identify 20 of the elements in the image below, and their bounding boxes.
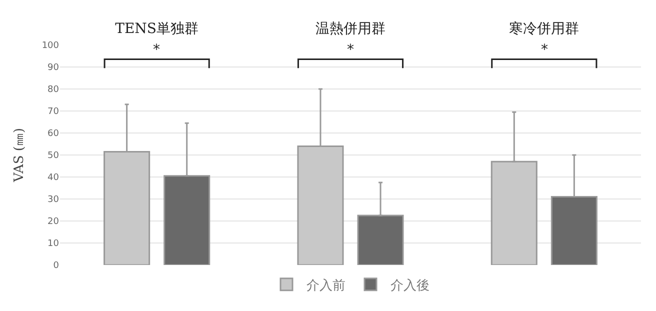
annotation: * xyxy=(541,42,548,58)
legend-label: 介入前 xyxy=(306,278,346,294)
y-tick-label: 90 xyxy=(48,63,60,74)
annotation: * xyxy=(153,42,160,58)
y-tick-label: 60 xyxy=(48,129,60,140)
y-tick-label: 80 xyxy=(48,85,60,96)
x-tick-label: 寒冷併用群 xyxy=(509,21,580,38)
y-tick-label: 70 xyxy=(48,107,60,118)
y-tick-label: 20 xyxy=(48,217,60,228)
annotation: * xyxy=(347,42,354,58)
legend-label: 介入後 xyxy=(390,278,430,294)
y-tick-label: 0 xyxy=(53,261,60,272)
y-tick-label: 10 xyxy=(48,239,60,250)
x-tick-label: TENS単独群 xyxy=(115,21,199,38)
y-tick-label: 50 xyxy=(48,151,60,162)
y-axis-title: VAS (㎜) xyxy=(12,128,27,184)
x-tick-label: 温熱併用群 xyxy=(316,21,386,38)
y-tick-label: 100 xyxy=(42,41,60,52)
y-tick-label: 40 xyxy=(48,173,60,184)
y-tick-label: 30 xyxy=(48,195,60,206)
